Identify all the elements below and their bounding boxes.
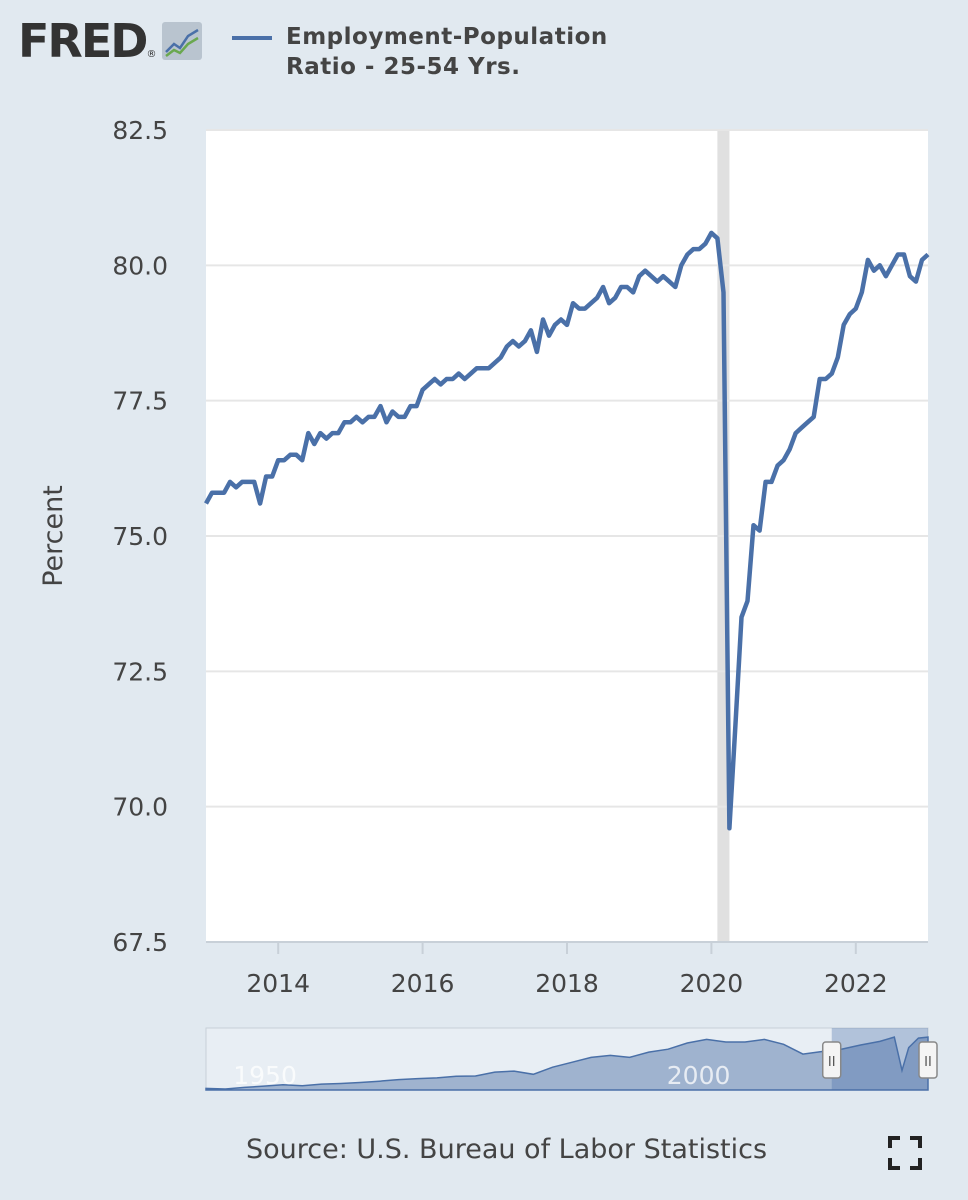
y-tick-label: 77.5 bbox=[112, 387, 168, 416]
x-tick-label: 2020 bbox=[680, 969, 744, 998]
y-tick-label: 75.0 bbox=[112, 522, 168, 551]
navigator-handle-right[interactable]: II bbox=[918, 1041, 938, 1079]
series-line bbox=[204, 230, 930, 831]
x-tick-label: 2014 bbox=[246, 969, 310, 998]
logo-text: FRED bbox=[18, 14, 148, 68]
chart-legend[interactable]: Employment-Population Ratio - 25-54 Yrs. bbox=[232, 22, 646, 82]
x-tick-label: 2016 bbox=[391, 969, 455, 998]
x-tick-label: 2022 bbox=[824, 969, 888, 998]
y-tick-label: 82.5 bbox=[112, 116, 168, 145]
logo-registered-mark: ® bbox=[146, 49, 157, 60]
navigator-selection bbox=[831, 1028, 928, 1090]
handle-grip-glyph: II bbox=[828, 1055, 836, 1070]
y-axis-label: Percent bbox=[38, 485, 69, 587]
y-tick-label: 67.5 bbox=[112, 928, 168, 957]
fred-logo[interactable]: FRED ® bbox=[18, 14, 203, 68]
handle-grip-glyph: II bbox=[924, 1055, 932, 1070]
y-tick-label: 80.0 bbox=[112, 251, 168, 280]
legend-label: Employment-Population Ratio - 25-54 Yrs. bbox=[286, 24, 608, 80]
navigator-axis-label: 1950 bbox=[233, 1061, 297, 1090]
navigator-series-area bbox=[205, 1036, 929, 1091]
line-chart: 67.5 70.0 72.5 75.0 77.5 80.0 82.5 2014 2016 2018… bbox=[38, 116, 938, 1091]
y-tick-label: 72.5 bbox=[112, 657, 168, 686]
x-tick-label: 2018 bbox=[535, 969, 599, 998]
navigator-handle-left[interactable]: II bbox=[821, 1041, 842, 1079]
chart-trend-icon bbox=[162, 22, 203, 60]
source-note: Source: U.S. Bureau of Labor Statistics bbox=[246, 1134, 768, 1165]
fullscreen-icon[interactable] bbox=[888, 1136, 922, 1170]
handle-grip bbox=[821, 1041, 842, 1079]
navigator: 1950 2000 II II bbox=[205, 1027, 938, 1091]
y-tick-label: 70.0 bbox=[112, 793, 168, 822]
legend-swatch bbox=[232, 36, 272, 40]
handle-grip bbox=[918, 1041, 938, 1079]
navigator-axis-label: 2000 bbox=[667, 1061, 731, 1090]
